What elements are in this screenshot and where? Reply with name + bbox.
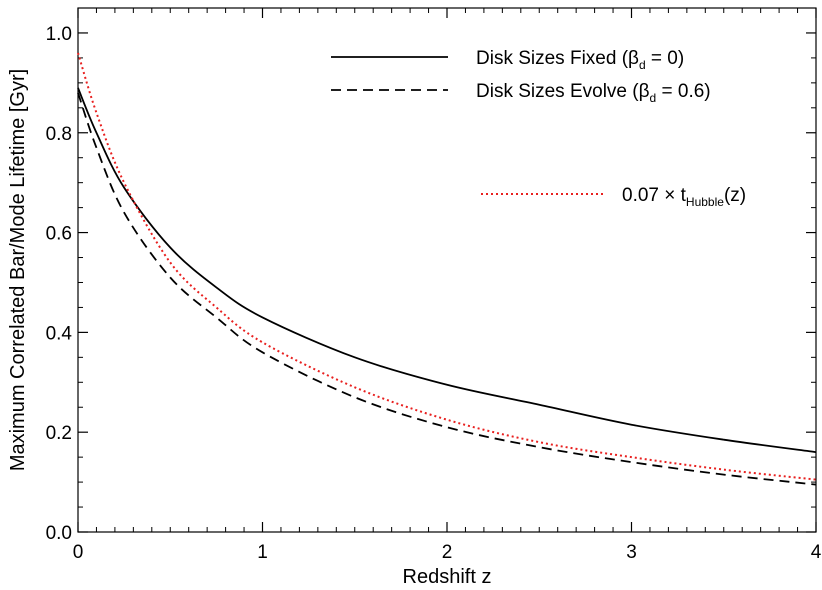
major-ticks (77, 8, 817, 533)
x-tick-label: 2 (442, 542, 453, 563)
y-tick-label: 0.0 (46, 523, 72, 544)
y-tick-label: 0.6 (46, 224, 72, 245)
legend-label: Disk Sizes Evolve (βd = 0.6) (476, 81, 711, 105)
legend-entry-evolve: Disk Sizes Evolve (βd = 0.6) (331, 81, 711, 105)
legend: Disk Sizes Fixed (βd = 0) Disk Sizes Evol… (331, 48, 746, 209)
y-tick-label: 0.2 (46, 423, 72, 444)
series-disk-sizes-fixed (77, 87, 817, 454)
y-axis-label: Maximum Correlated Bar/Mode Lifetime [Gy… (7, 69, 29, 471)
series-hubble-time (77, 52, 817, 481)
legend-label: 0.07 × tHubble(z) (622, 185, 746, 209)
x-tick-label: 3 (626, 542, 637, 563)
series-disk-sizes-evolve (77, 92, 817, 486)
y-tick-label: 0.8 (46, 124, 72, 145)
x-tick-label: 4 (811, 542, 822, 563)
legend-entry-hubble: 0.07 × tHubble(z) (481, 185, 746, 209)
x-tick-label: 0 (73, 542, 84, 563)
x-tick-label: 1 (257, 542, 268, 563)
legend-label: Disk Sizes Fixed (βd = 0) (476, 48, 684, 72)
x-axis-label: Redshift z (403, 566, 492, 588)
tick-labels: 0 1 2 3 4 0.0 0.2 0.4 0.6 0.8 1.0 (46, 24, 822, 563)
y-tick-label: 1.0 (46, 24, 72, 45)
minor-ticks (78, 8, 816, 532)
legend-entry-fixed: Disk Sizes Fixed (βd = 0) (331, 48, 684, 72)
series-layer (77, 52, 817, 486)
y-tick-label: 0.4 (46, 323, 73, 344)
